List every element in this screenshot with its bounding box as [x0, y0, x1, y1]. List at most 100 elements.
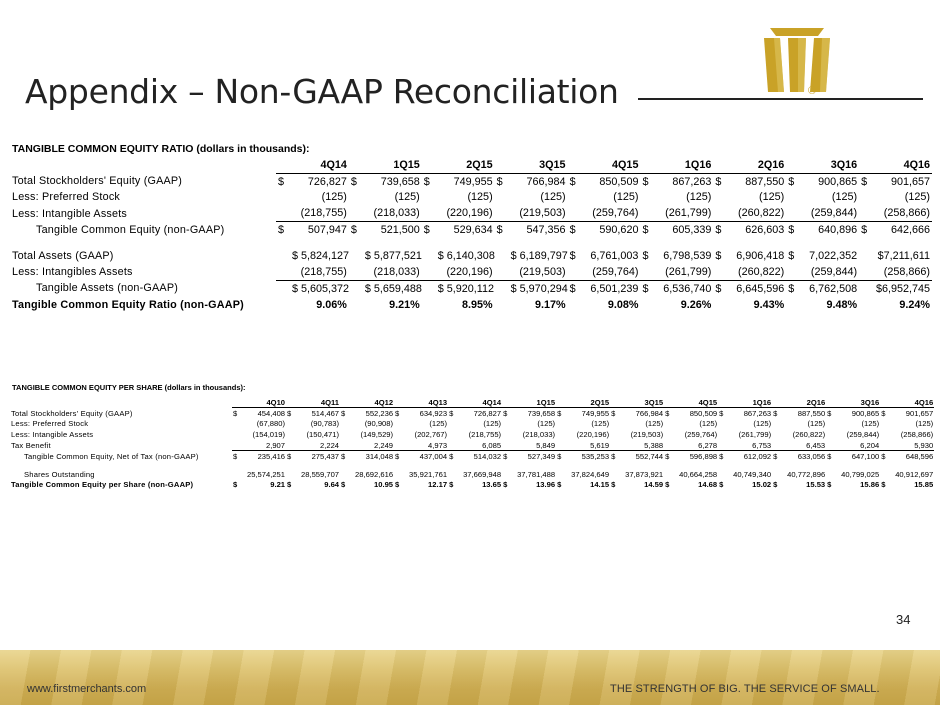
currency-symbol [859, 264, 874, 281]
currency-symbol [640, 264, 655, 281]
currency-symbol [232, 469, 240, 480]
cell-value: (149,529) [360, 430, 394, 440]
column-header: 3Q15 [494, 157, 568, 174]
cell-value: (219,503) [508, 264, 568, 281]
cell-value: (258,866) [873, 264, 933, 281]
currency-symbol [859, 205, 874, 223]
cell-value: $ 5,824,127 [292, 250, 350, 263]
currency-symbol: $ [642, 250, 649, 263]
cell-value: 547,356 [526, 224, 566, 237]
currency-symbol: $ [503, 408, 508, 418]
cell-value: 633,056 [797, 452, 826, 462]
currency-symbol: $ [788, 224, 795, 237]
footer-band [0, 650, 940, 705]
cell-value: 37,873,921 [625, 469, 664, 479]
currency-symbol: $ [665, 452, 670, 462]
column-header: 4Q14 [448, 397, 503, 409]
cell-value: 6,453 [780, 440, 827, 452]
cell-value: 235,416 [257, 452, 286, 462]
cell-value: 596,898 [689, 452, 718, 462]
cell-value: $ 5,877,521 [364, 250, 422, 263]
currency-symbol: $ [341, 480, 346, 490]
currency-symbol [394, 429, 402, 440]
cell-value: $ 5,970,294 [510, 282, 568, 295]
currency-symbol: $ [287, 408, 292, 418]
currency-symbol [786, 297, 800, 313]
cell-value: 437,004 [419, 452, 448, 462]
currency-symbol [610, 419, 618, 430]
cell-value: (125) [686, 191, 712, 204]
cell-value: 9.17% [534, 298, 566, 311]
cell-value: 901,657 [890, 175, 931, 188]
currency-symbol [772, 429, 780, 440]
column-header: 4Q12 [340, 397, 395, 409]
currency-symbol: $ [569, 175, 576, 188]
header-row: 4Q10 4Q11 4Q12 4Q13 4Q14 1Q15 2Q15 3Q15 4Q15 1Q16… [10, 397, 935, 409]
currency-symbol: $ [449, 408, 454, 418]
cell-value: 527,349 [527, 452, 556, 462]
currency-symbol [826, 469, 834, 480]
cell-value: (220,196) [435, 264, 495, 281]
cell-value: (218,755) [468, 430, 502, 440]
cell-value: 642,666 [890, 224, 931, 237]
cell-value: 2,224 [294, 440, 341, 452]
cell-value: 7,022,352 [809, 250, 858, 263]
table-row: Tangible Common Equity per Share (non-GA… [10, 480, 934, 491]
currency-symbol: $ [496, 224, 503, 237]
cell-value: (258,866) [900, 430, 934, 440]
cell-value: (260,822) [792, 430, 826, 440]
currency-symbol [859, 297, 873, 313]
cell-value: 28,559,707 [301, 469, 340, 479]
cell-value: (218,033) [522, 430, 556, 440]
cell-value: 739,658 [527, 408, 556, 418]
cell-value: 40,749,340 [733, 469, 772, 479]
currency-symbol: $ [827, 480, 832, 490]
cell-value: 6,085 [456, 440, 503, 452]
currency-symbol [502, 429, 510, 440]
row-label: Less: Intangibles Assets [12, 266, 133, 279]
currency-symbol [495, 280, 509, 296]
column-header: 3Q15 [610, 397, 665, 409]
cell-value: 37,781,488 [517, 469, 556, 479]
currency-symbol [567, 264, 582, 281]
footer-url[interactable]: www.firstmerchants.com [27, 683, 147, 695]
cell-value: 626,603 [745, 224, 785, 237]
cell-value: 739,658 [380, 175, 420, 188]
currency-symbol: $ [496, 175, 503, 188]
cell-value: 8.95% [462, 298, 493, 311]
currency-symbol [394, 469, 402, 480]
cell-value: 40,799,025 [841, 469, 880, 479]
currency-symbol: $ [665, 408, 670, 418]
cell-value: 590,620 [599, 224, 639, 237]
cell-value: 5,849 [510, 440, 557, 452]
currency-symbol: $ [715, 175, 722, 188]
currency-symbol [421, 205, 436, 223]
cell-value: (67,880) [256, 419, 286, 429]
currency-symbol [859, 248, 873, 264]
currency-symbol [772, 440, 781, 452]
cell-value: (260,822) [727, 264, 787, 281]
currency-symbol [880, 469, 888, 480]
cell-value: 15.85 [914, 480, 934, 490]
currency-symbol: $ [773, 452, 778, 462]
currency-symbol [494, 205, 509, 223]
currency-symbol: $ [341, 452, 346, 462]
row-label: Tangible Common Equity per Share (non-GA… [11, 480, 194, 490]
currency-symbol [610, 429, 618, 440]
row-label: Tangible Common Equity, Net of Tax (non-… [24, 451, 199, 461]
column-header: 4Q15 [664, 397, 719, 409]
cell-value: 10.95 [374, 480, 394, 490]
currency-symbol [286, 469, 294, 480]
currency-symbol [422, 248, 436, 264]
currency-symbol [448, 469, 456, 480]
cell-value: 6,204 [834, 440, 881, 452]
currency-symbol: $ [395, 408, 400, 418]
currency-symbol [349, 280, 363, 296]
currency-symbol [640, 189, 654, 205]
tce-ratio-heading: TANGIBLE COMMON EQUITY RATIO (dollars in… [12, 143, 310, 155]
table-row: Total Assets (GAAP) $ 5,824,127 $ 5,877,52… [10, 248, 932, 264]
cell-value: 14.15 [590, 480, 610, 490]
cell-value: (259,764) [684, 430, 718, 440]
row-label: Shares Outstanding [24, 469, 95, 479]
currency-symbol: $ [788, 175, 795, 188]
